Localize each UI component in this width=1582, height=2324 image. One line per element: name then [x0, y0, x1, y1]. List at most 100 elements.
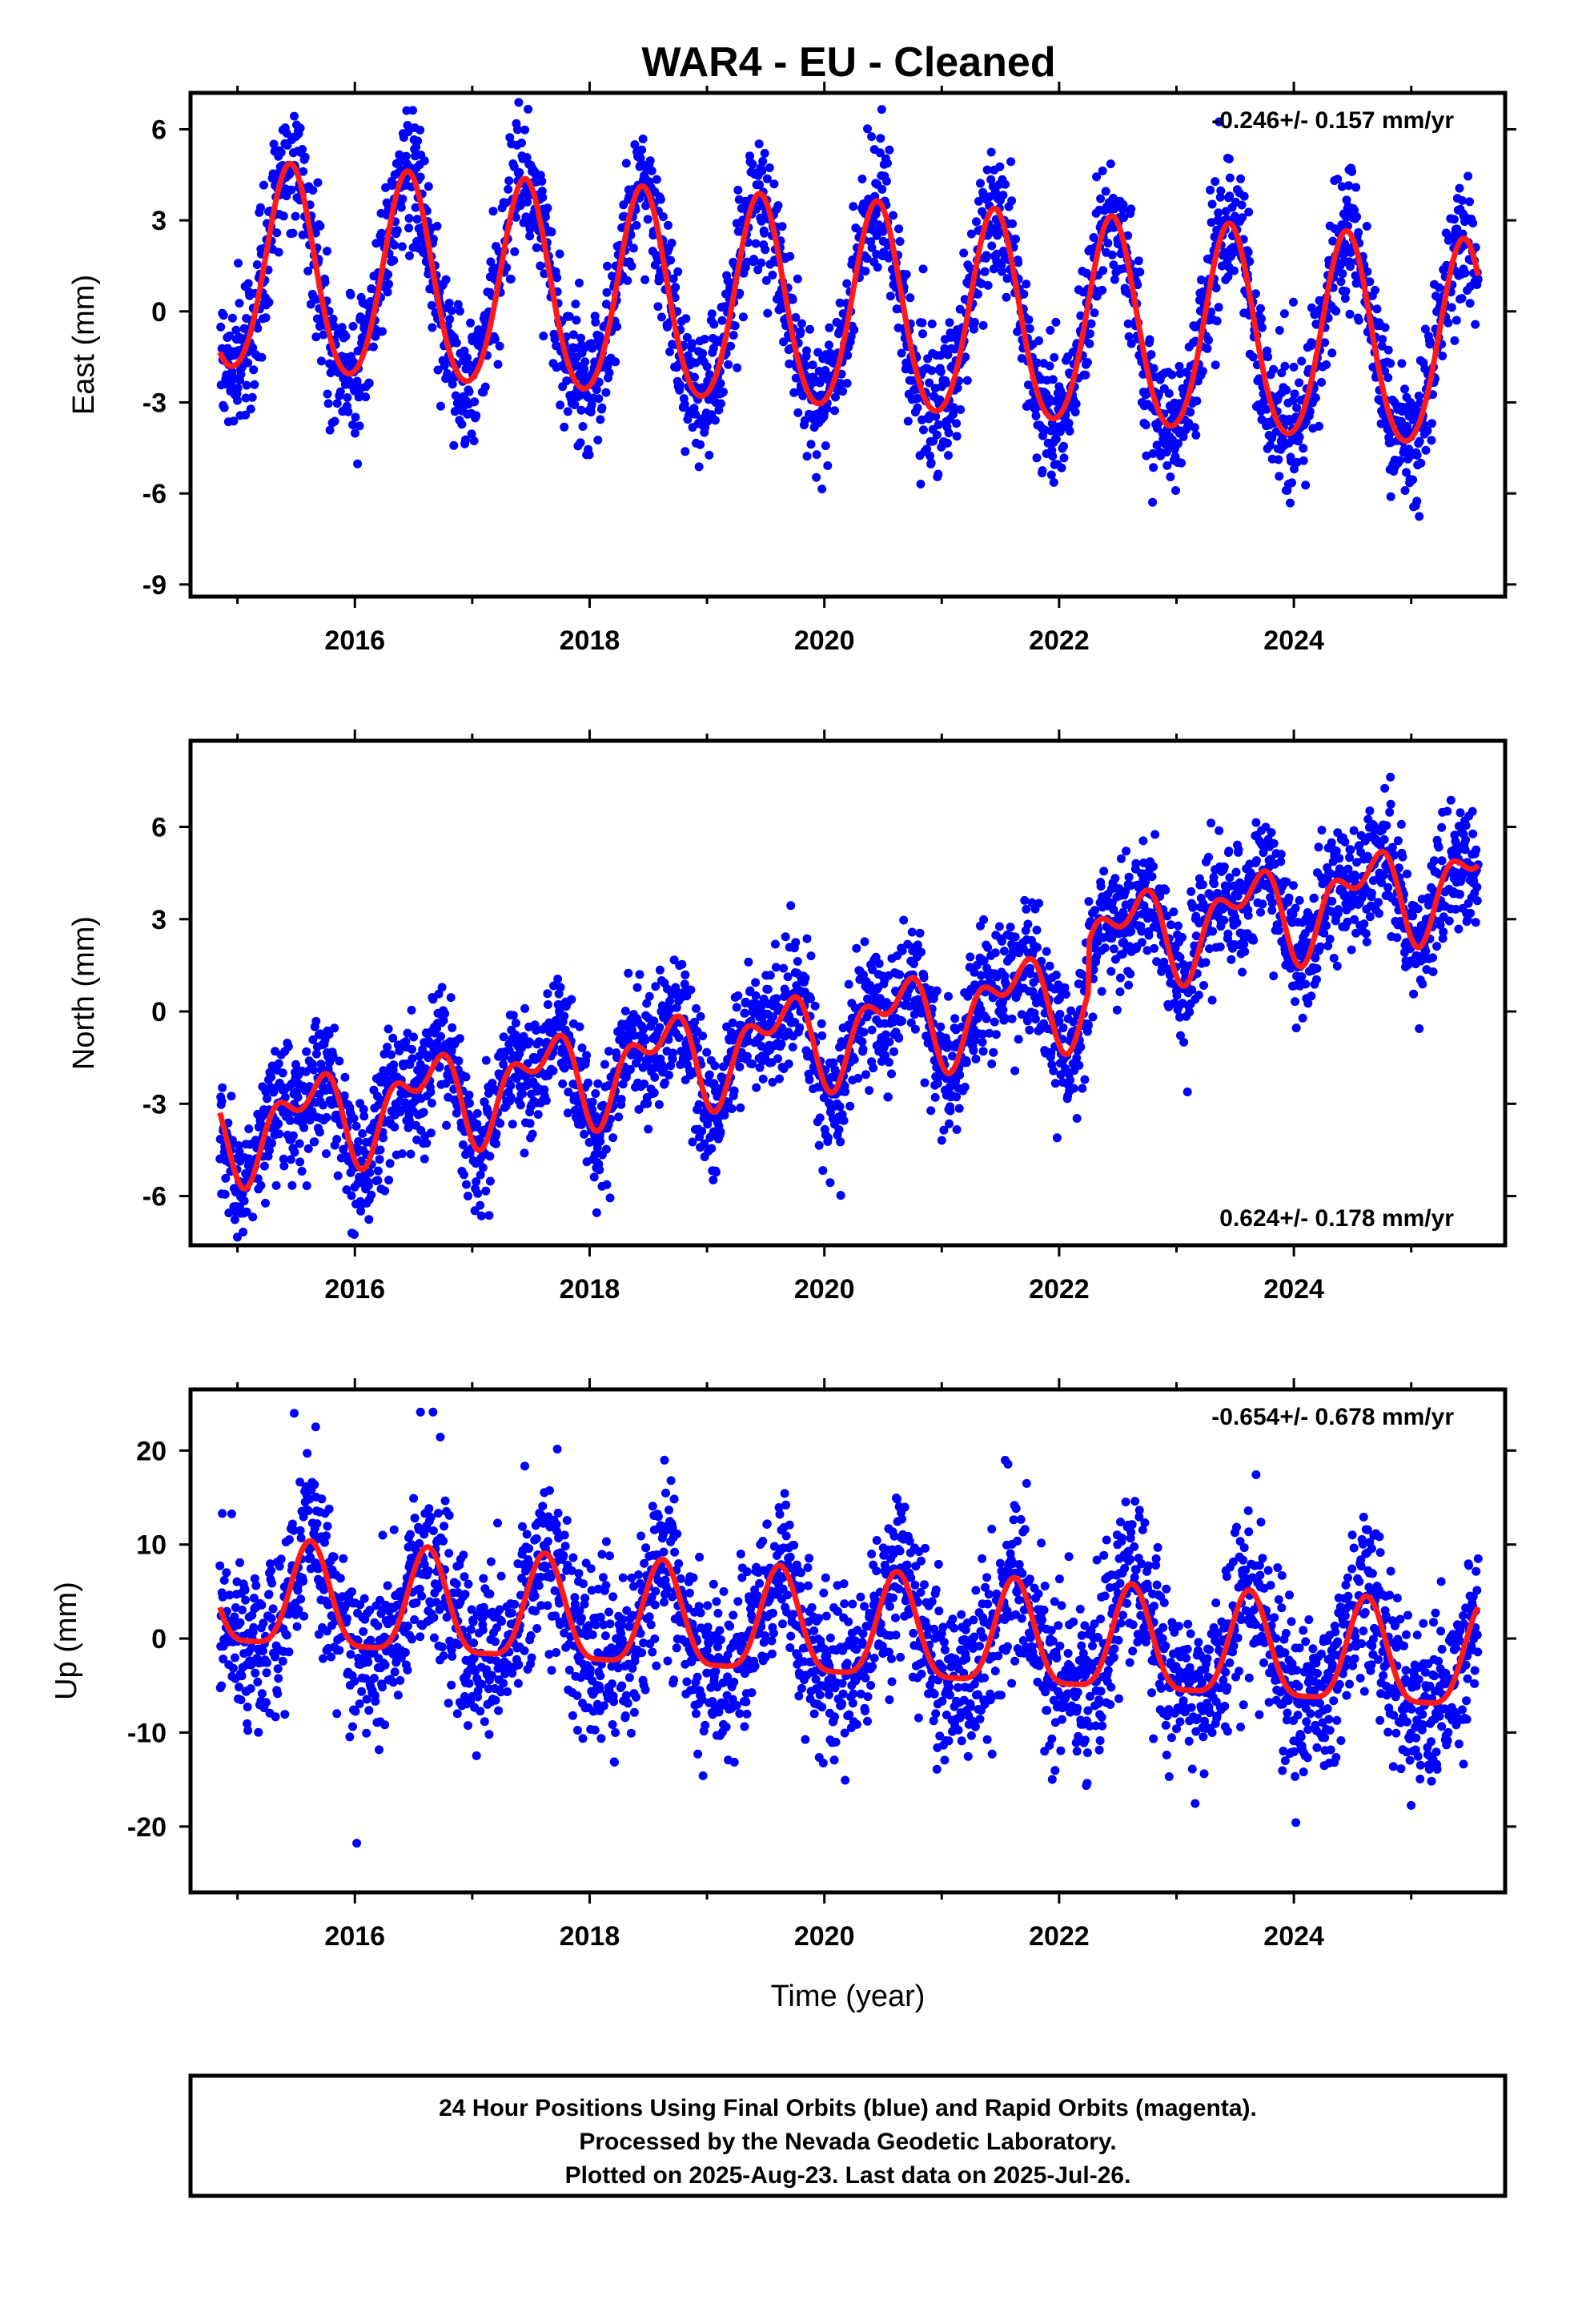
data-point: [601, 388, 611, 397]
data-point: [511, 212, 520, 222]
data-point: [1109, 944, 1118, 954]
data-point: [1237, 200, 1247, 210]
data-point: [484, 1088, 493, 1098]
data-point: [936, 1022, 946, 1031]
data-point: [707, 1144, 717, 1153]
data-point: [1034, 899, 1044, 908]
data-point: [771, 963, 781, 972]
data-point: [926, 458, 936, 468]
data-point: [518, 1089, 527, 1099]
data-point: [857, 1037, 867, 1047]
data-point: [1245, 257, 1255, 266]
data-point: [918, 264, 928, 274]
data-point: [265, 1146, 274, 1155]
data-point: [962, 1058, 971, 1068]
data-point: [773, 201, 783, 211]
data-point: [784, 1059, 793, 1068]
data-point: [540, 1085, 549, 1095]
data-point: [982, 251, 991, 260]
data-point: [373, 1166, 383, 1176]
data-point: [242, 1207, 251, 1216]
data-point: [696, 440, 705, 449]
data-point: [1059, 441, 1068, 451]
data-point: [295, 1139, 304, 1148]
data-point: [1065, 426, 1074, 436]
data-point: [793, 408, 803, 417]
data-point: [1203, 344, 1212, 353]
data-point: [755, 1063, 765, 1072]
data-point: [1103, 239, 1113, 248]
data-point: [398, 195, 408, 203]
data-point: [279, 1161, 289, 1171]
data-point: [309, 1065, 319, 1075]
data-point: [944, 428, 954, 438]
data-point: [875, 994, 885, 1003]
data-point: [869, 1063, 878, 1073]
data-point: [817, 1019, 826, 1028]
data-point: [1001, 179, 1010, 189]
data-point: [835, 1102, 845, 1112]
data-point: [664, 220, 673, 230]
data-point: [488, 1079, 497, 1088]
data-point: [291, 211, 300, 221]
data-point: [532, 1026, 541, 1035]
data-point: [252, 260, 262, 269]
data-point: [1288, 396, 1298, 405]
data-point: [1248, 352, 1258, 362]
data-point: [227, 313, 237, 323]
data-point: [634, 1104, 644, 1114]
data-point: [591, 317, 600, 327]
data-point: [745, 986, 755, 995]
data-point: [777, 222, 787, 231]
data-point: [238, 334, 247, 344]
data-point: [885, 292, 895, 301]
data-point: [351, 428, 359, 438]
data-point: [282, 129, 291, 138]
data-point: [765, 971, 775, 980]
data-point: [936, 367, 946, 376]
data-point: [628, 243, 638, 253]
data-point: [1124, 872, 1134, 882]
data-point: [834, 1125, 844, 1135]
data-point: [865, 1086, 874, 1096]
data-point: [813, 348, 823, 357]
data-point: [757, 258, 766, 267]
data-point: [264, 298, 274, 307]
data-point: [563, 1108, 572, 1118]
data-point: [917, 947, 926, 957]
data-point: [1055, 427, 1065, 436]
chart-title: WAR4 - EU - Cleaned: [641, 39, 1055, 86]
data-point: [486, 257, 496, 267]
data-point: [297, 1167, 307, 1176]
data-point: [442, 1120, 452, 1130]
data-point: [757, 1042, 766, 1051]
data-point: [461, 435, 470, 444]
data-point: [1403, 421, 1411, 431]
data-point: [476, 1200, 485, 1210]
data-point: [595, 332, 604, 341]
data-point: [602, 287, 612, 297]
data-point: [895, 970, 905, 979]
data-point: [555, 249, 564, 259]
data-point: [433, 365, 443, 375]
data-point: [416, 125, 425, 135]
data-point: [690, 1017, 699, 1027]
data-point: [272, 228, 282, 238]
data-point: [915, 928, 925, 938]
data-point: [785, 251, 795, 261]
data-point: [1086, 329, 1094, 339]
data-point: [311, 1016, 321, 1026]
data-point: [540, 212, 550, 222]
data-point: [577, 1043, 587, 1052]
data-point: [261, 1198, 270, 1208]
data-point: [669, 955, 679, 965]
data-point: [983, 943, 993, 952]
data-point: [1006, 923, 1015, 932]
data-point: [920, 1078, 930, 1088]
data-point: [1088, 1012, 1098, 1022]
data-point: [868, 965, 877, 975]
data-point: [969, 1046, 978, 1055]
data-point: [1244, 207, 1254, 217]
